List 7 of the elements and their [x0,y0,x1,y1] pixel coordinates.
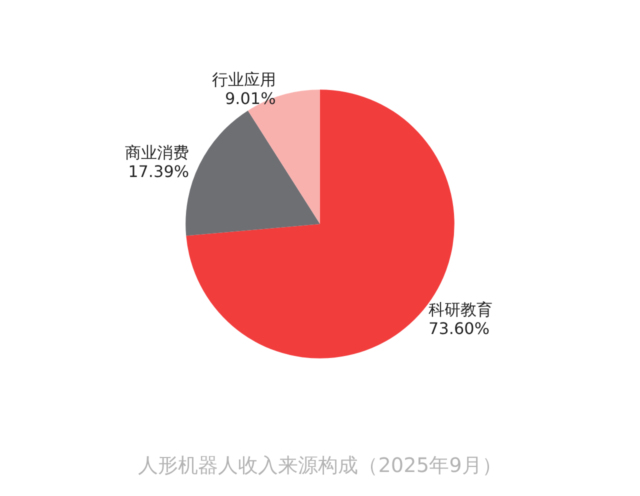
slice-label: 科研教育 [428,300,493,319]
slice-label: 行业应用 [212,70,276,90]
data-label: 73.60% [428,318,490,338]
slice-label: 商业消费 [125,142,190,162]
data-label: 17.39% [128,162,190,181]
data-label: 9.01% [224,89,276,108]
text: 人形机器人收入来源构成（2025年9月） [138,453,502,477]
